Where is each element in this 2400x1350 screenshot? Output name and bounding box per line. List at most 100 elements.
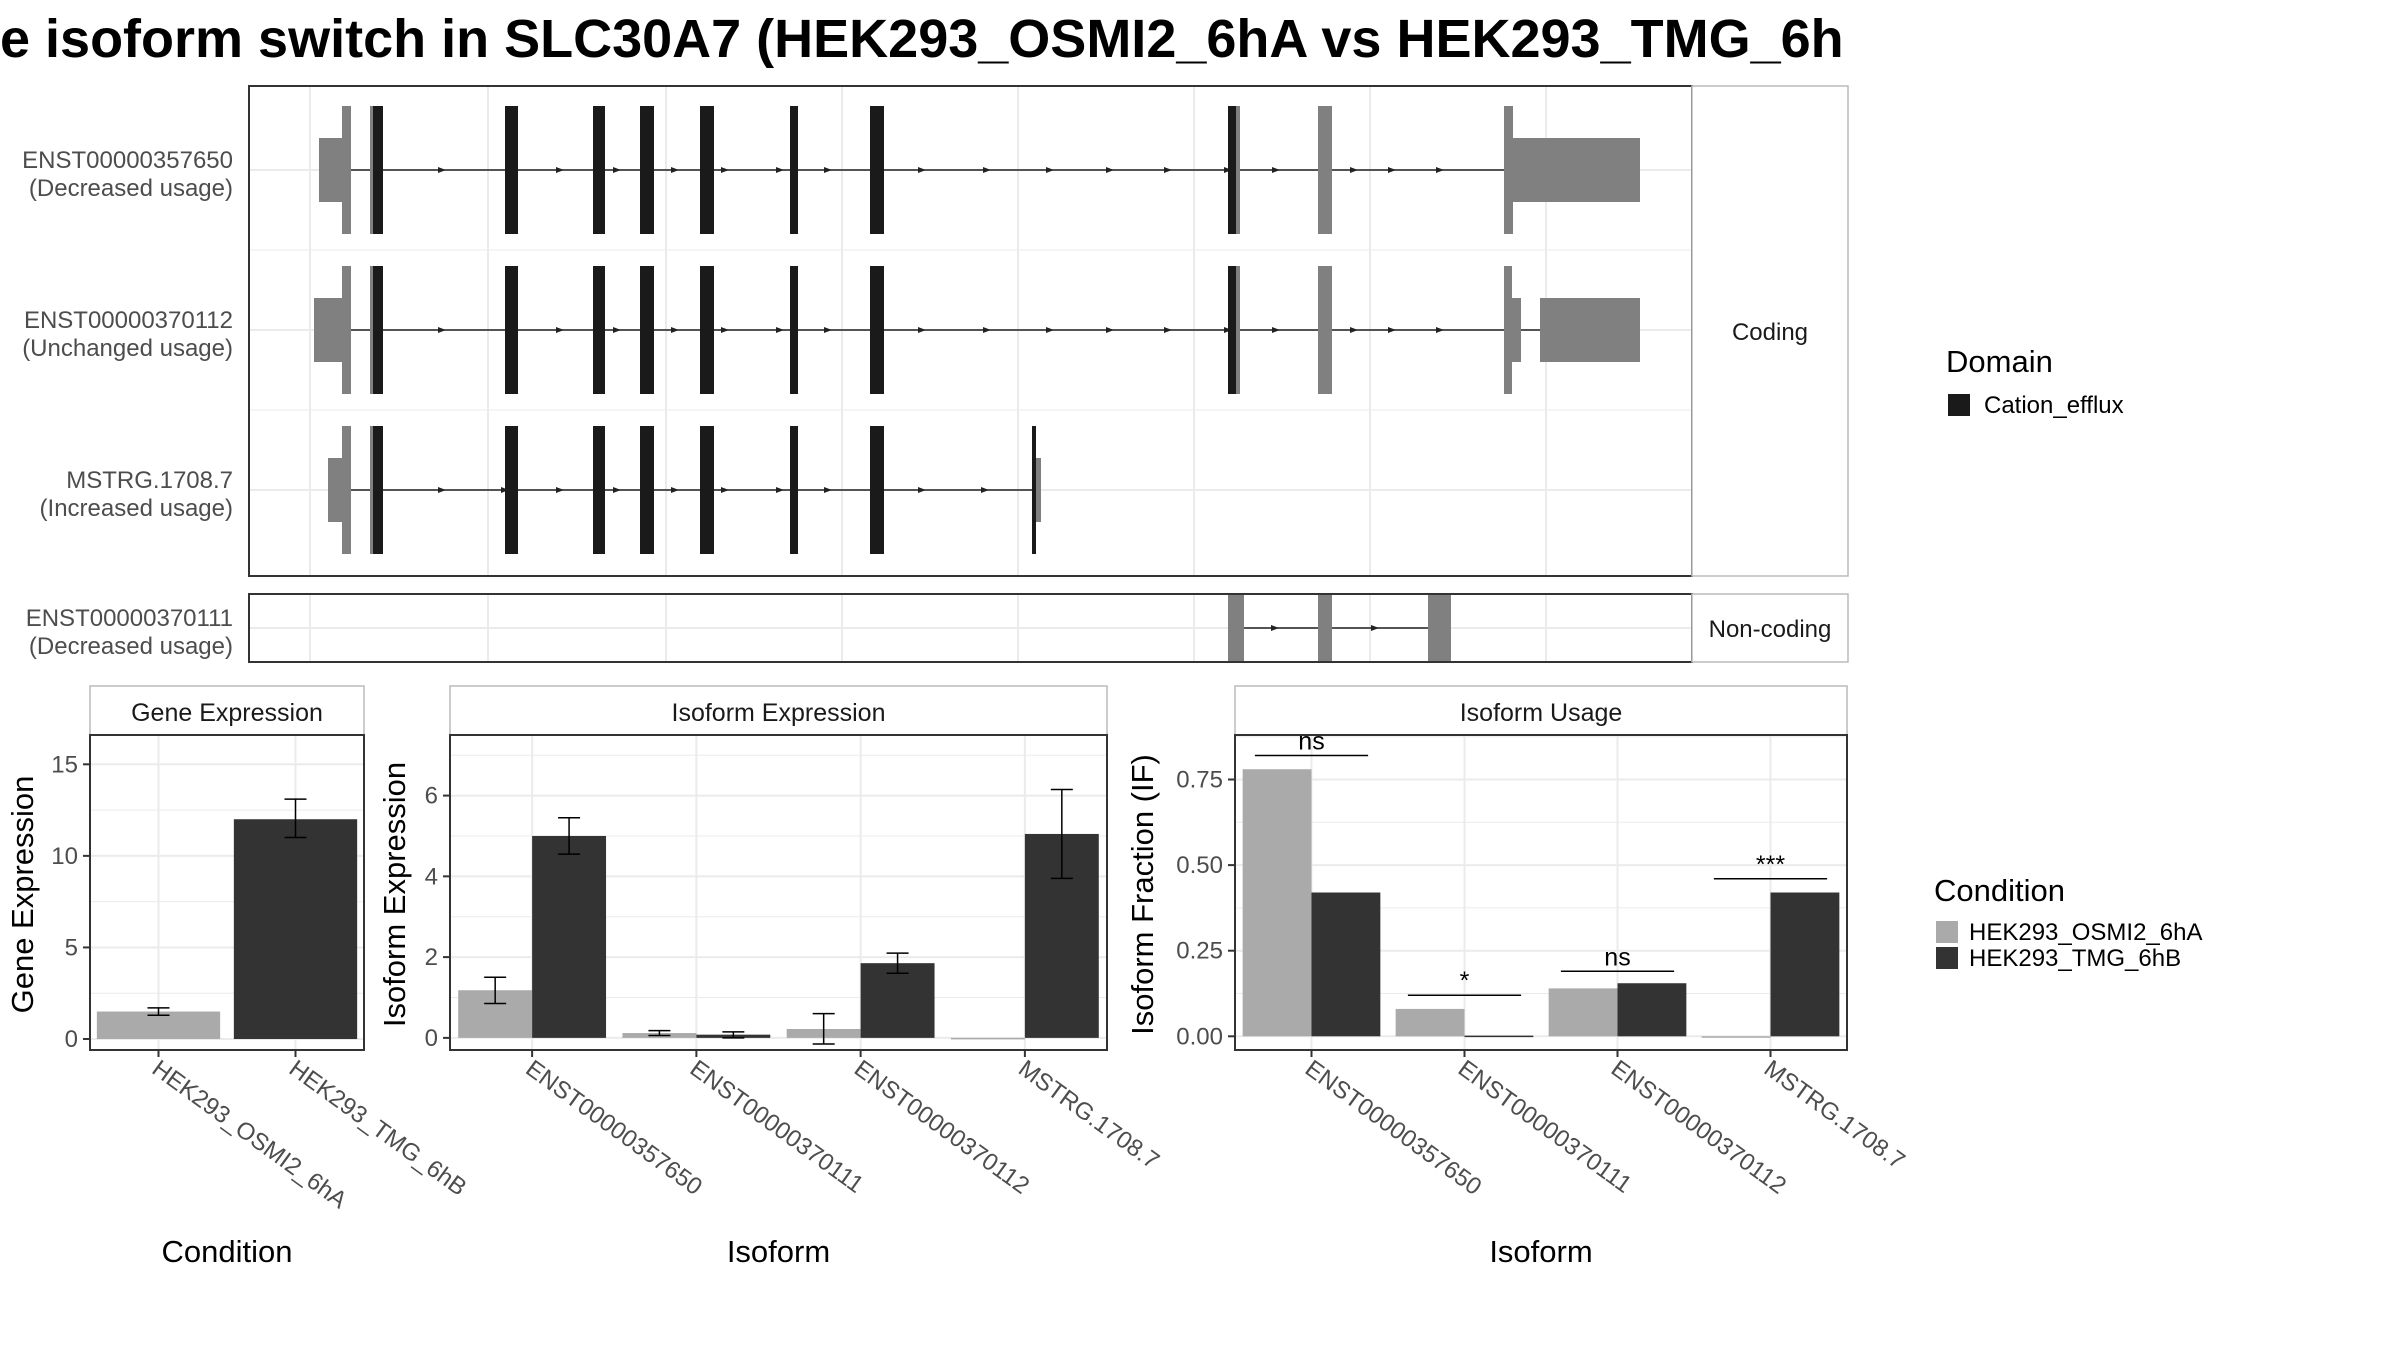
facet-label-noncoding: Non-coding [1709, 616, 1832, 643]
panel-frame [449, 734, 1108, 1051]
exon-block [640, 266, 654, 394]
bar-ENST00000370111-HEK293_TMG_6hB [1464, 1035, 1534, 1038]
strand-arrow [671, 327, 679, 333]
x-axis-title: Isoform [1489, 1234, 1592, 1269]
exon-block [342, 426, 351, 554]
exon-block [640, 426, 654, 554]
condition-legend-key [1936, 947, 1958, 969]
exon-block [1428, 595, 1451, 661]
facet-strip-coding [1691, 85, 1849, 577]
y-tick-label: 0 [65, 1026, 78, 1053]
y-tick-label: 5 [65, 934, 78, 961]
bar-MSTRG.1708.7-HEK293_OSMI2_6hA [950, 1037, 1025, 1040]
exon-block [870, 106, 884, 234]
exon-block [505, 426, 518, 554]
strand-arrow [983, 167, 991, 173]
panel-strip-title: Gene Expression [131, 699, 323, 727]
transcript-usage-ENST00000370112: (Unchanged usage) [22, 335, 233, 362]
strand-arrow [1272, 327, 1280, 333]
exon-block [1504, 266, 1512, 394]
exon-block [1228, 106, 1236, 234]
panel-frame [89, 734, 365, 1051]
x-tick-label: ENST00000370112 [849, 1055, 1034, 1200]
strand-arrow [776, 167, 784, 173]
y-tick-label: 6 [425, 783, 438, 810]
strand-arrow [438, 167, 446, 173]
strand-arrow [1436, 167, 1444, 173]
transcript-label-ENST00000357650: ENST00000357650 [22, 147, 233, 174]
transcript-usage-MSTRG.1708.7: (Increased usage) [40, 495, 233, 522]
bar-ENST00000357650-HEK293_OSMI2_6hA [1242, 769, 1312, 1037]
x-tick-label: MSTRG.1708.7 [1759, 1055, 1910, 1175]
transcript-label-MSTRG.1708.7: MSTRG.1708.7 [66, 467, 233, 494]
strand-arrow [918, 327, 926, 333]
y-axis-title: Isoform Expression [377, 762, 412, 1027]
strand-arrow [918, 487, 926, 493]
x-tick-label: ENST00000370111 [685, 1055, 869, 1199]
figure-title: e isoform switch in SLC30A7 (HEK293_OSMI… [0, 9, 1844, 69]
bar-ENST00000370112-HEK293_TMG_6hB [860, 963, 935, 1038]
y-tick-label: 0.75 [1176, 767, 1223, 794]
exon-block [790, 266, 798, 394]
exon-block [593, 266, 605, 394]
domain-legend-key [1948, 394, 1970, 416]
exon-block [1036, 458, 1041, 522]
strand-arrow [671, 167, 679, 173]
exon-block [1236, 266, 1240, 394]
exon-block [593, 426, 605, 554]
significance-label: ns [1298, 728, 1324, 756]
panel-strip [1234, 685, 1848, 736]
strand-arrow [613, 167, 621, 173]
exon-block [700, 266, 714, 394]
bar-ENST00000357650-HEK293_TMG_6hB [1311, 892, 1381, 1037]
significance-label: *** [1756, 851, 1785, 879]
strand-arrow [824, 167, 832, 173]
exon-block [640, 106, 654, 234]
exon-block [505, 106, 518, 234]
exon-block [319, 138, 343, 202]
facet-strip-noncoding [1691, 593, 1849, 663]
bar-ENST00000370111-HEK293_OSMI2_6hA [1395, 1008, 1465, 1037]
exon-block [1032, 426, 1036, 554]
bar-MSTRG.1708.7-HEK293_OSMI2_6hA [1701, 1036, 1771, 1038]
strand-arrow [671, 487, 679, 493]
exon-block [373, 426, 383, 554]
strand-arrow [721, 327, 729, 333]
strand-arrow [1106, 327, 1114, 333]
y-tick-label: 0.50 [1176, 852, 1223, 879]
x-tick-label: MSTRG.1708.7 [1013, 1055, 1164, 1175]
strand-arrow [1164, 327, 1172, 333]
strand-arrow [721, 487, 729, 493]
y-tick-label: 15 [51, 751, 78, 778]
significance-label: * [1460, 967, 1470, 995]
strand-arrow [721, 167, 729, 173]
bar-MSTRG.1708.7-HEK293_TMG_6hB [1770, 892, 1840, 1037]
condition-legend-label: HEK293_OSMI2_6hA [1969, 919, 2202, 946]
exon-block [870, 426, 884, 554]
domain-legend-label: Cation_efflux [1984, 392, 2124, 419]
y-tick-label: 0.25 [1176, 938, 1223, 965]
x-tick-label: ENST00000357650 [521, 1055, 707, 1201]
panel-strip [89, 685, 365, 736]
strand-arrow [1388, 327, 1396, 333]
strand-arrow [1436, 327, 1444, 333]
exon-block [1540, 298, 1640, 362]
strand-arrow [556, 167, 564, 173]
strand-arrow [981, 487, 989, 493]
exon-block [700, 106, 714, 234]
exon-block [593, 106, 605, 234]
significance-label: ns [1604, 943, 1630, 971]
y-axis-title: Isoform Fraction (IF) [1125, 754, 1160, 1035]
exon-block [1318, 266, 1332, 394]
strand-arrow [1046, 327, 1054, 333]
exon-block [790, 106, 798, 234]
strand-arrow [776, 327, 784, 333]
domain-legend-title: Domain [1946, 344, 2053, 379]
exon-block [505, 266, 518, 394]
y-tick-label: 10 [51, 843, 78, 870]
strand-arrow [1271, 625, 1279, 631]
strand-arrow [918, 167, 926, 173]
x-axis-title: Isoform [727, 1234, 830, 1269]
exon-block [314, 298, 343, 362]
